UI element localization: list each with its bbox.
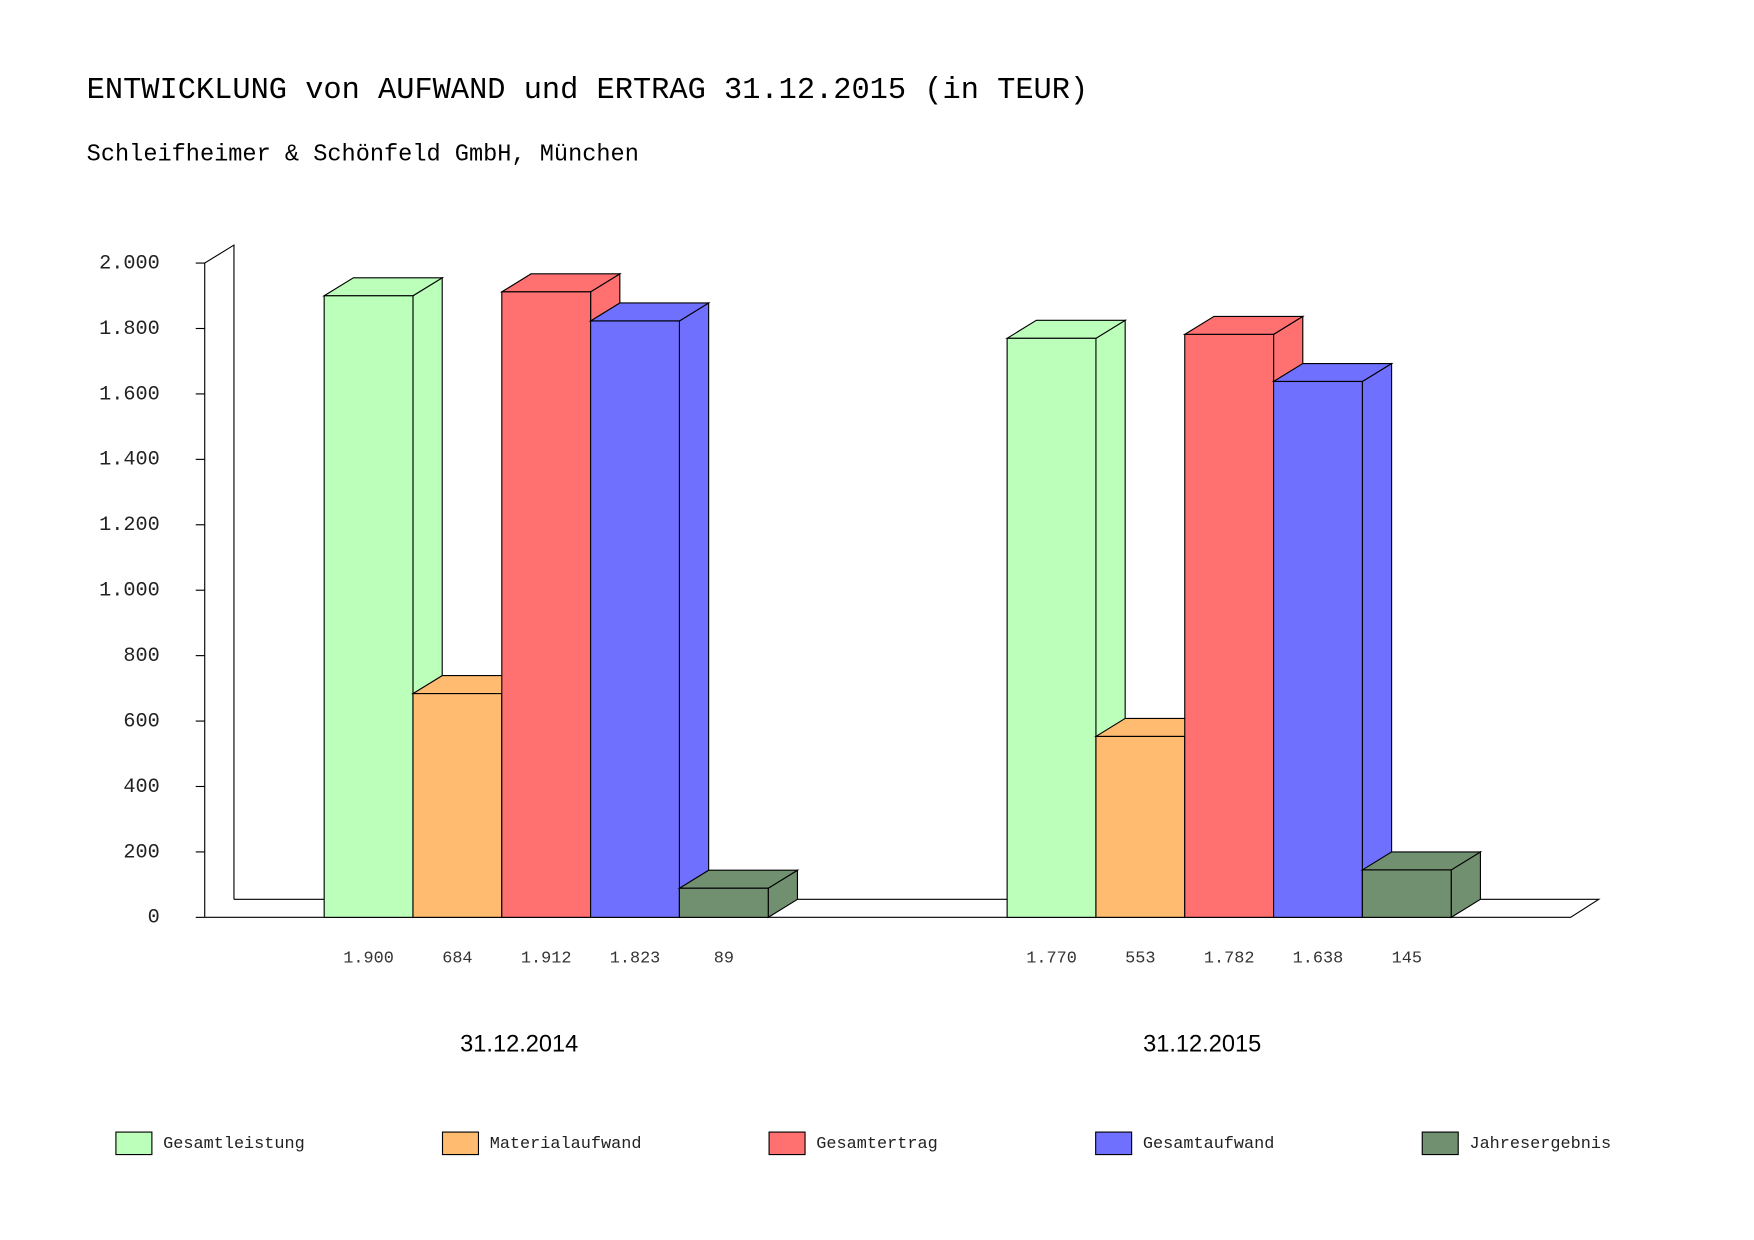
y-tick-label: 2.000 (99, 252, 160, 275)
value-label: 145 (1392, 949, 1422, 968)
y-tick-label: 600 (123, 710, 159, 733)
legend-label: Jahresergebnis (1469, 1135, 1611, 1154)
legend-swatch (768, 1131, 806, 1156)
back-wall (204, 244, 235, 918)
y-tick-label: 1.000 (99, 580, 160, 603)
value-label: 1.638 (1293, 949, 1344, 968)
bar (1273, 380, 1363, 918)
bar-side (1361, 362, 1393, 919)
bar (590, 320, 680, 918)
legend-label: Gesamtleistung (163, 1135, 305, 1154)
bar (412, 693, 503, 918)
bar (1184, 333, 1275, 918)
y-tick-label: 0 (148, 907, 160, 930)
legend-label: Gesamtertrag (816, 1135, 937, 1154)
value-label: 89 (714, 949, 734, 968)
bar (501, 291, 592, 918)
bar-side (678, 301, 710, 919)
bar (323, 295, 414, 918)
chart-title: ENTWICKLUNG von AUFWAND und ERTRAG 31.12… (87, 74, 1089, 108)
value-label: 1.770 (1026, 949, 1077, 968)
legend-swatch (1421, 1131, 1459, 1156)
legend-swatch (441, 1131, 480, 1156)
legend-label: Materialaufwand (490, 1135, 642, 1154)
bar (1095, 735, 1186, 918)
floor (204, 898, 1601, 918)
y-tick-label: 1.600 (99, 383, 160, 406)
legend-swatch (115, 1131, 153, 1156)
x-category-label: 31.12.2014 (460, 1032, 578, 1058)
bar (1006, 337, 1097, 918)
y-tick-label: 1.200 (99, 514, 160, 537)
value-label: 1.823 (610, 949, 661, 968)
y-tick-label: 200 (123, 841, 159, 864)
y-tick-label: 400 (123, 776, 159, 799)
value-label: 684 (442, 949, 472, 968)
bar (1361, 869, 1452, 918)
x-category-label: 31.12.2015 (1143, 1032, 1261, 1058)
y-tick-label: 1.800 (99, 318, 160, 341)
legend-label: Gesamtaufwand (1143, 1135, 1275, 1154)
value-label: 1.782 (1204, 949, 1255, 968)
bar (678, 887, 769, 918)
y-tick-label: 1.400 (99, 449, 160, 472)
value-label: 553 (1125, 949, 1155, 968)
legend-swatch (1095, 1131, 1133, 1156)
value-label: 1.912 (521, 949, 572, 968)
y-tick-label: 800 (123, 645, 159, 668)
chart-subtitle: Schleifheimer & Schönfeld GmbH, München (87, 141, 639, 168)
value-label: 1.900 (343, 949, 394, 968)
